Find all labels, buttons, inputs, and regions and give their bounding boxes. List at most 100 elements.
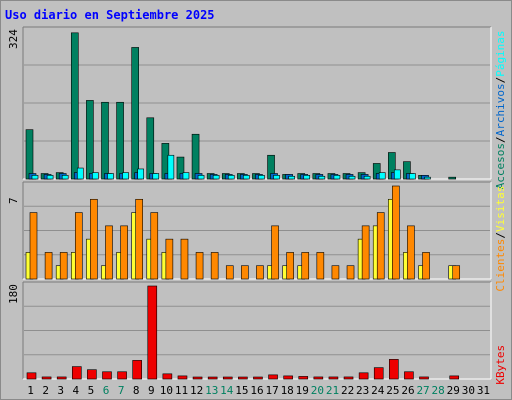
bar-kbytes <box>253 376 263 380</box>
bar-paginas <box>424 176 431 180</box>
x-tick-label: 12 <box>190 384 203 397</box>
bar-paginas <box>122 172 129 180</box>
bar-visitas <box>210 252 219 280</box>
bar-accesos <box>86 100 94 180</box>
legend-part: Páginas <box>494 30 507 76</box>
x-tick-label: 8 <box>133 384 140 397</box>
bar-kbytes <box>298 376 309 380</box>
legend-text: KBytes <box>494 345 507 385</box>
bar-visitas <box>452 265 461 280</box>
panel-clients-visits <box>22 181 492 280</box>
bar-visitas <box>316 252 325 280</box>
bar-paginas <box>137 168 144 180</box>
bar-accesos <box>131 47 139 180</box>
bar-visitas <box>105 225 113 280</box>
legend-part: Archivos <box>494 83 507 136</box>
bar-visitas <box>241 265 249 280</box>
bar-accesos <box>116 101 124 180</box>
bar-paginas <box>212 175 220 180</box>
x-tick-label: 27 <box>416 384 429 397</box>
x-tick-label: 13 <box>205 384 218 397</box>
bar-kbytes <box>358 372 369 380</box>
bar-kbytes <box>238 376 248 380</box>
x-tick-label: 7 <box>118 384 125 397</box>
bar-visitas <box>286 252 294 280</box>
bar-paginas <box>182 172 190 180</box>
bar-visitas <box>361 225 370 280</box>
legend-part: / <box>494 77 507 84</box>
bar-kbytes <box>328 376 339 380</box>
y-max-label-middle: 7 <box>7 197 20 204</box>
bar-paginas <box>92 172 99 180</box>
legend-part: / <box>494 136 507 143</box>
legend-part: Accesos <box>494 143 507 189</box>
bar-paginas <box>409 173 416 180</box>
x-tick-label: 18 <box>281 384 294 397</box>
legend-part: Visitas <box>494 186 507 232</box>
x-axis-day-labels: 1 2 3 4 5 6 7 8 9 10 11 12 13 14 15 16 17 18 19 20 21 22 23 24 2… <box>27 384 490 397</box>
bar-paginas <box>197 175 205 180</box>
x-tick-label: 4 <box>73 384 80 397</box>
bar-kbytes <box>192 376 203 380</box>
bar-kbytes <box>343 376 354 380</box>
x-tick-label: 19 <box>296 384 309 397</box>
x-tick-label: 15 <box>235 384 248 397</box>
bar-visitas <box>301 252 310 280</box>
bar-paginas <box>288 175 295 180</box>
bar-kbytes <box>207 376 218 380</box>
bar-paginas <box>31 175 39 180</box>
legend-part: / <box>494 232 507 239</box>
bar-visitas <box>74 212 83 280</box>
bar-kbytes <box>419 376 429 380</box>
bar-visitas <box>422 252 430 280</box>
bar-kbytes <box>132 360 142 380</box>
chart-title: Uso diario en Septiembre 2025 <box>5 8 215 22</box>
bar-paginas <box>167 154 175 180</box>
bar-visitas <box>392 185 400 280</box>
bar-kbytes <box>102 371 112 380</box>
bar-visitas <box>346 265 355 280</box>
bar-accesos <box>146 117 155 180</box>
legend-text: Clientes/Visitas <box>494 186 507 292</box>
bar-kbytes <box>117 371 127 380</box>
x-tick-label: 23 <box>356 384 369 397</box>
bar-visitas <box>256 265 264 280</box>
x-tick-label: 9 <box>148 384 155 397</box>
legend-part: KBytes <box>494 345 507 385</box>
legend-middle: Clientes/Visitas <box>494 186 507 292</box>
legend-top: Accesos/Archivos/Páginas <box>494 30 507 189</box>
x-tick-label: 11 <box>175 384 188 397</box>
panel-hits-files-pages <box>22 26 492 180</box>
bar-paginas <box>273 175 280 180</box>
bar-visitas <box>59 252 68 280</box>
bar-paginas <box>258 175 265 180</box>
bar-visitas <box>271 225 279 280</box>
bar-visitas <box>180 238 189 280</box>
y-max-label-bottom: 180 <box>7 284 20 304</box>
x-tick-label: 29 <box>447 384 460 397</box>
x-tick-label: 28 <box>432 384 445 397</box>
x-tick-label: 1 <box>27 384 34 397</box>
bar-visitas <box>165 238 174 280</box>
legend-bottom: KBytes <box>494 345 507 385</box>
bar-accesos <box>101 101 109 180</box>
bar-visitas <box>29 212 38 280</box>
bar-paginas <box>227 175 235 180</box>
bar-paginas <box>318 175 326 180</box>
bar-kbytes <box>71 366 82 380</box>
bar-visitas <box>195 252 204 280</box>
bar-kbytes <box>41 376 52 380</box>
bar-kbytes <box>222 376 233 380</box>
bar-paginas <box>76 167 84 180</box>
bar-visitas <box>407 225 415 280</box>
x-tick-label: 22 <box>341 384 354 397</box>
bar-paginas <box>333 175 341 180</box>
x-tick-label: 2 <box>42 384 49 397</box>
bar-visitas <box>90 198 98 280</box>
bar-visitas <box>225 265 234 280</box>
bar-paginas <box>46 175 54 180</box>
bar-kbytes <box>26 372 37 380</box>
x-tick-label: 16 <box>250 384 263 397</box>
bar-kbytes <box>449 375 460 380</box>
y-max-label-top: 324 <box>7 29 20 49</box>
